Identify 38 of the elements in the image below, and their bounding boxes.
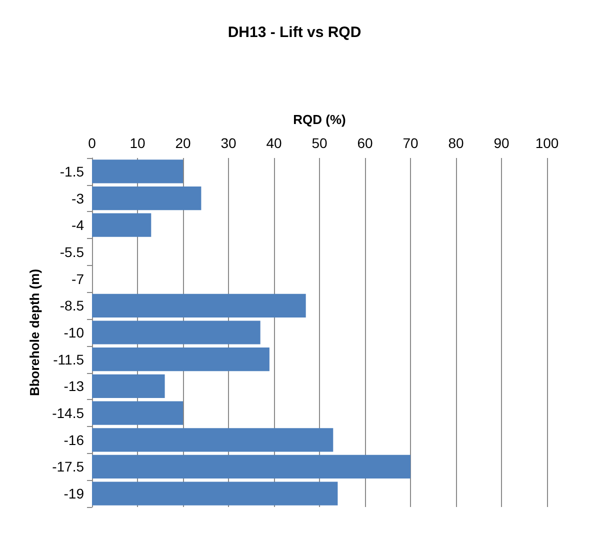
- y-tick-label: -8.5: [60, 298, 84, 314]
- x-tick-label: 10: [130, 135, 146, 151]
- y-tick-label: -14.5: [52, 405, 84, 422]
- y-tick-label: -3: [72, 190, 84, 206]
- y-tick-label: -11.5: [53, 351, 84, 368]
- x-tick-label: 30: [220, 135, 236, 151]
- bar: [92, 348, 270, 372]
- bar: [92, 401, 183, 425]
- x-tick-label: 20: [175, 135, 191, 151]
- x-tick-label: 60: [357, 135, 373, 151]
- y-tick-label: -16: [64, 432, 84, 448]
- bar: [92, 160, 183, 184]
- y-tick-label: -13: [64, 378, 84, 394]
- x-tick-label: 0: [88, 135, 96, 151]
- bar: [92, 428, 334, 452]
- x-tick-label: 90: [494, 135, 510, 151]
- bar: [92, 213, 152, 237]
- bar: [92, 374, 165, 398]
- x-tick-label: 70: [402, 135, 418, 151]
- x-tick-label: 50: [312, 135, 328, 151]
- x-axis-title: RQD (%): [293, 112, 346, 127]
- chart-title: DH13 - Lift vs RQD: [228, 24, 362, 41]
- bar: [92, 320, 260, 344]
- bar: [92, 454, 410, 479]
- bar: [92, 482, 338, 506]
- y-tick-label: -1.5: [60, 163, 84, 180]
- bar: [92, 294, 306, 318]
- y-tick-label: -10: [64, 324, 84, 340]
- y-tick-label: -5.5: [60, 244, 84, 260]
- y-tick-label: -4: [72, 217, 84, 234]
- y-tick-label: -7: [72, 270, 84, 287]
- bar: [92, 186, 202, 210]
- x-tick-label: 80: [448, 135, 464, 151]
- y-axis-title: Bborehole depth (m): [27, 268, 42, 396]
- x-tick-label: 40: [266, 135, 282, 151]
- y-tick-label: -17.5: [52, 458, 84, 475]
- x-tick-label: 100: [535, 135, 559, 151]
- y-tick-label: -19: [64, 486, 84, 502]
